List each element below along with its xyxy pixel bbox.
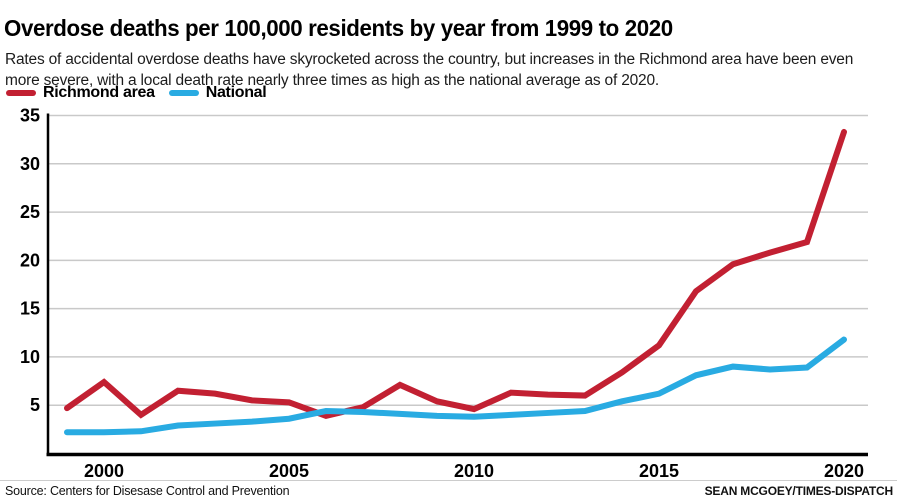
subtitle-line-2: more severe, with a local death rate nea…	[5, 71, 659, 89]
legend-label-national: National	[205, 84, 267, 101]
x-axis-tick-label: 2020	[824, 461, 864, 481]
subtitle-line-1: Rates of accidental overdose deaths have…	[5, 50, 854, 68]
source-note: Source: Centers for Disesase Control and…	[5, 484, 290, 498]
richmond-area-line	[64, 128, 847, 419]
footer-divider	[0, 480, 897, 481]
richmond-line-swatch	[6, 90, 36, 96]
legend-item-national: National	[168, 84, 267, 102]
x-axis-tick-label: 2000	[84, 461, 124, 481]
y-axis-tick-label: 35	[20, 106, 40, 126]
x-axis-tick-label: 2015	[639, 461, 679, 481]
byline-credit: SEAN MCGOEY/TIMES-DISPATCH	[704, 484, 894, 498]
y-axis-tick-label: 20	[20, 250, 40, 270]
y-axis-tick-label: 25	[20, 202, 40, 222]
y-axis-tick-label: 30	[20, 154, 40, 174]
page-title: Overdose deaths per 100,000 residents by…	[4, 15, 673, 42]
y-axis-tick-label: 15	[20, 299, 40, 319]
x-axis-tick-label: 2005	[269, 461, 309, 481]
national-line	[64, 336, 847, 436]
y-axis-tick-label: 5	[30, 395, 40, 415]
y-axis-tick-label: 10	[20, 347, 40, 367]
national-line-swatch	[168, 90, 199, 96]
legend-item-richmond: Richmond area	[6, 84, 155, 102]
x-axis-tick-label: 2010	[454, 461, 494, 481]
legend-label-richmond: Richmond area	[43, 84, 155, 101]
chart-subtitle: Rates of accidental overdose deaths have…	[5, 49, 890, 91]
chart-legend: Richmond area National	[6, 84, 267, 102]
